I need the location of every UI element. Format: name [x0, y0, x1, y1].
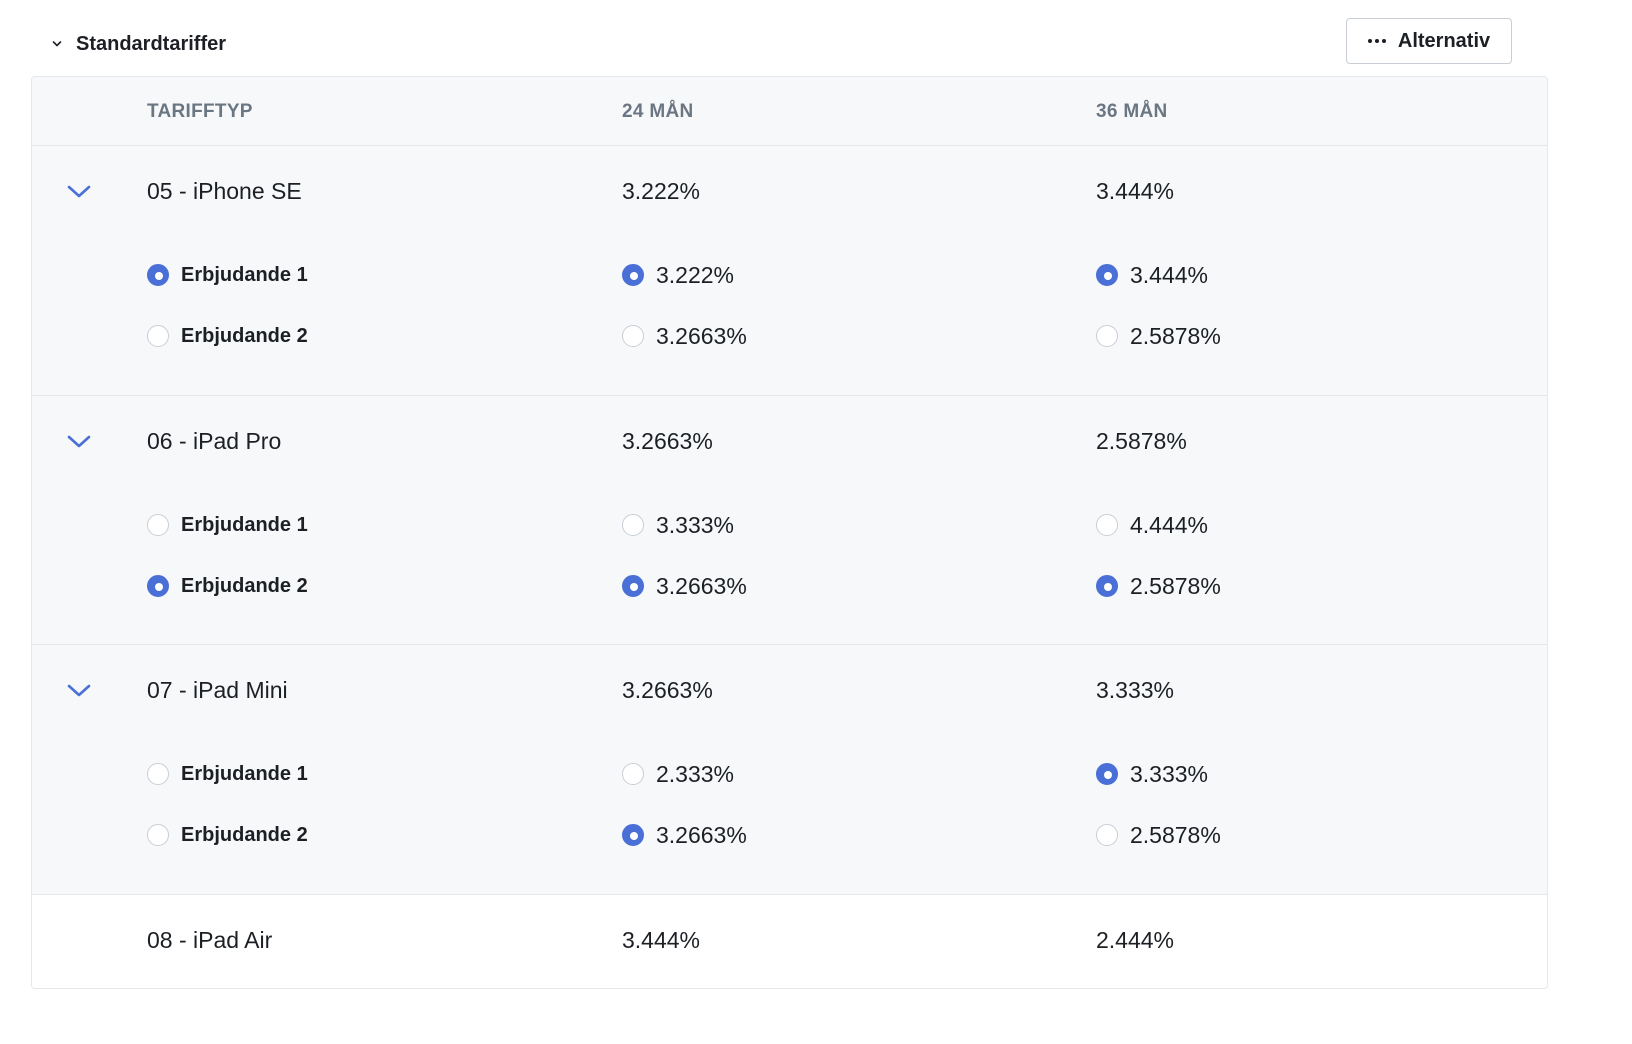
- expand-chevron-icon[interactable]: [66, 682, 92, 700]
- offer-row: Erbjudande 1 3.222% 3.444%: [32, 260, 1547, 290]
- column-header-36-man: 36 MÅN: [1096, 101, 1168, 122]
- offer-radio-option[interactable]: 2.5878%: [1096, 571, 1221, 601]
- table-row-group: 08 - iPad Air 3.444% 2.444%: [32, 895, 1547, 988]
- rate-36-man: 2.444%: [1096, 927, 1175, 953]
- radio-button[interactable]: [1096, 325, 1118, 347]
- offer-row: Erbjudande 1 3.333% 4.444%: [32, 510, 1547, 540]
- radio-button[interactable]: [147, 264, 169, 286]
- column-header-24-man: 24 MÅN: [622, 101, 694, 122]
- offer-row: Erbjudande 1 2.333% 3.333%: [32, 759, 1547, 789]
- radio-button[interactable]: [1096, 575, 1118, 597]
- table-row-group: 07 - iPad Mini 3.2663% 3.333% Erbjudande 1 2…: [32, 645, 1547, 895]
- section-collapse-toggle[interactable]: Standardtariffer: [52, 28, 226, 60]
- radio-button[interactable]: [622, 264, 644, 286]
- expand-chevron-icon[interactable]: [66, 183, 92, 201]
- expand-chevron-icon[interactable]: [66, 433, 92, 451]
- rate-24-man: 3.222%: [622, 178, 701, 204]
- radio-button[interactable]: [622, 824, 644, 846]
- offer-radio-option[interactable]: 3.222%: [622, 260, 734, 290]
- offer-row: Erbjudande 2 3.2663% 2.5878%: [32, 571, 1547, 601]
- radio-button[interactable]: [1096, 264, 1118, 286]
- column-header-tarifftyp: TARIFFTYP: [147, 101, 253, 122]
- tariff-name: 05 - iPhone SE: [147, 178, 302, 204]
- rate-36-man: 2.5878%: [1096, 428, 1187, 454]
- offer-rate-24-man: 3.2663%: [656, 322, 747, 349]
- offer-radio-option[interactable]: Erbjudande 1: [147, 260, 308, 290]
- offer-label: Erbjudande 2: [181, 324, 308, 347]
- offer-radio-option[interactable]: 4.444%: [1096, 510, 1208, 540]
- tariff-name: 06 - iPad Pro: [147, 428, 282, 454]
- offer-row: Erbjudande 2 3.2663% 2.5878%: [32, 321, 1547, 351]
- offer-rate-24-man: 3.2663%: [656, 572, 747, 599]
- offer-radio-option[interactable]: 3.2663%: [622, 321, 747, 351]
- table-header: TARIFFTYP 24 MÅN 36 MÅN: [32, 77, 1547, 146]
- tariff-name: 07 - iPad Mini: [147, 677, 288, 703]
- radio-button[interactable]: [147, 514, 169, 536]
- offer-rate-36-man: 3.444%: [1130, 261, 1209, 288]
- offer-radio-option[interactable]: Erbjudande 1: [147, 759, 308, 789]
- radio-button[interactable]: [1096, 763, 1118, 785]
- offer-radio-option[interactable]: 3.444%: [1096, 260, 1208, 290]
- radio-button[interactable]: [147, 575, 169, 597]
- radio-button[interactable]: [147, 824, 169, 846]
- offer-rate-24-man: 3.333%: [656, 511, 735, 538]
- radio-button[interactable]: [622, 325, 644, 347]
- offer-label: Erbjudande 2: [181, 574, 308, 597]
- offer-rate-36-man: 4.444%: [1130, 511, 1209, 538]
- table-row-group: 05 - iPhone SE 3.222% 3.444% Erbjudande 1 3.…: [32, 146, 1547, 396]
- radio-button[interactable]: [1096, 514, 1118, 536]
- rate-24-man: 3.444%: [622, 927, 701, 953]
- offer-radio-option[interactable]: 3.333%: [622, 510, 734, 540]
- offer-label: Erbjudande 1: [181, 263, 308, 286]
- section-header: Standardtariffer Alternativ: [0, 0, 1632, 80]
- offer-rate-36-man: 3.333%: [1130, 760, 1209, 787]
- radio-button[interactable]: [622, 575, 644, 597]
- offer-rate-24-man: 3.222%: [656, 261, 735, 288]
- radio-button[interactable]: [622, 763, 644, 785]
- offer-radio-option[interactable]: 2.333%: [622, 759, 734, 789]
- offer-rate-36-man: 2.5878%: [1130, 572, 1221, 599]
- offer-row: Erbjudande 2 3.2663% 2.5878%: [32, 820, 1547, 850]
- tariff-table: TARIFFTYP 24 MÅN 36 MÅN 05 - iPhone SE 3.…: [31, 76, 1548, 989]
- rate-36-man: 3.333%: [1096, 677, 1175, 703]
- offer-label: Erbjudande 1: [181, 762, 308, 785]
- tariff-name: 08 - iPad Air: [147, 927, 273, 953]
- offer-label: Erbjudande 1: [181, 513, 308, 536]
- offer-radio-option[interactable]: 3.2663%: [622, 571, 747, 601]
- radio-button[interactable]: [147, 325, 169, 347]
- offer-label: Erbjudande 2: [181, 823, 308, 846]
- radio-button[interactable]: [147, 763, 169, 785]
- table-row-group: 06 - iPad Pro 3.2663% 2.5878% Erbjudande 1 3…: [32, 396, 1547, 645]
- offer-radio-option[interactable]: 2.5878%: [1096, 820, 1221, 850]
- offer-radio-option[interactable]: 3.333%: [1096, 759, 1208, 789]
- rate-36-man: 3.444%: [1096, 178, 1175, 204]
- offer-radio-option[interactable]: 3.2663%: [622, 820, 747, 850]
- offer-radio-option[interactable]: Erbjudande 2: [147, 571, 308, 601]
- offer-rate-36-man: 2.5878%: [1130, 322, 1221, 349]
- offer-rate-36-man: 2.5878%: [1130, 821, 1221, 848]
- offer-rate-24-man: 2.333%: [656, 760, 735, 787]
- offer-radio-option[interactable]: Erbjudande 2: [147, 321, 308, 351]
- rate-24-man: 3.2663%: [622, 428, 713, 454]
- offer-radio-option[interactable]: Erbjudande 1: [147, 510, 308, 540]
- options-button-label: Alternativ: [1397, 29, 1491, 52]
- section-title: Standardtariffer: [76, 32, 227, 55]
- radio-button[interactable]: [622, 514, 644, 536]
- rate-24-man: 3.2663%: [622, 677, 713, 703]
- offer-radio-option[interactable]: 2.5878%: [1096, 321, 1221, 351]
- radio-button[interactable]: [1096, 824, 1118, 846]
- offer-rate-24-man: 3.2663%: [656, 821, 747, 848]
- offer-radio-option[interactable]: Erbjudande 2: [147, 820, 308, 850]
- options-button[interactable]: Alternativ: [1346, 18, 1512, 64]
- chevron-down-icon: [52, 39, 62, 49]
- more-dots-icon: [1367, 39, 1386, 43]
